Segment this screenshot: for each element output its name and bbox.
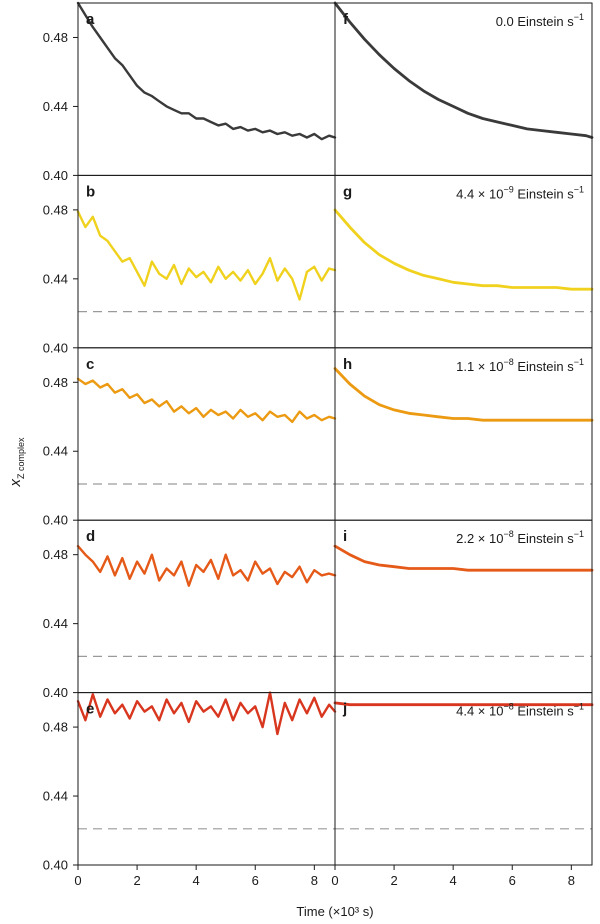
x-tick-label: 2 xyxy=(133,873,140,888)
experimental-series-e xyxy=(76,691,337,736)
rate-unit-exponent: −1 xyxy=(574,529,584,539)
rate-exponent: −8 xyxy=(503,529,513,539)
x-tick-label: 6 xyxy=(509,873,516,888)
rate-unit-exponent: −1 xyxy=(574,184,584,194)
rate-prefix: 4.4 × 10 xyxy=(456,186,503,201)
x-tick-label: 8 xyxy=(568,873,575,888)
y-tick-label: 0.48 xyxy=(43,202,68,217)
panel-frame-j xyxy=(334,692,593,866)
x-tick-label: 6 xyxy=(252,873,259,888)
panel-letter-c: c xyxy=(86,356,94,373)
rate-unit-exponent: −1 xyxy=(574,702,584,712)
panel-row-ej: e j 4.4 × 10−8 Einstein s−1 xyxy=(76,691,594,866)
y-axis-title: xZ complex xyxy=(7,437,26,488)
y-tick-label: 0.40 xyxy=(43,513,68,528)
panel-letter-j: j xyxy=(342,701,347,718)
rate-prefix: 1.1 × 10 xyxy=(456,359,503,374)
x-tick-label: 0 xyxy=(331,873,338,888)
rate-unit-exponent: −1 xyxy=(574,357,584,367)
y-axis-title-main: x xyxy=(7,479,24,488)
y-tick-label: 0.48 xyxy=(43,375,68,390)
model-series-j xyxy=(333,701,594,707)
y-tick-label: 0.44 xyxy=(43,271,68,286)
rate-exponent: −8 xyxy=(503,702,513,712)
rate-label-i: 2.2 × 10−8 Einstein s−1 xyxy=(456,529,584,546)
panel-letter-b: b xyxy=(86,183,95,200)
rate-label-j: 4.4 × 10−8 Einstein s−1 xyxy=(456,702,584,719)
experimental-series-d xyxy=(76,544,337,587)
rate-exponent: −8 xyxy=(503,357,513,367)
y-tick-label: 0.44 xyxy=(43,789,68,804)
y-tick-label: 0.40 xyxy=(43,685,68,700)
panel-frame-e xyxy=(77,692,336,866)
panel-row-ch: c h 1.1 × 10−8 Einstein s−1 xyxy=(76,347,594,521)
rate-exponent: −9 xyxy=(503,184,513,194)
panel-letter-d: d xyxy=(86,528,95,545)
rate-prefix: 4.4 × 10 xyxy=(456,704,503,719)
rate-label-h: 1.1 × 10−8 Einstein s−1 xyxy=(456,357,584,374)
rate-prefix: 2.2 × 10 xyxy=(456,531,503,546)
y-tick-label: 0.44 xyxy=(43,99,68,114)
experimental-series-a xyxy=(76,1,337,141)
x-tick-label: 2 xyxy=(390,873,397,888)
panel-row-af: a f 0.0 Einstein s−1 xyxy=(76,1,594,176)
panel-row-di: d i 2.2 × 10−8 Einstein s−1 xyxy=(76,519,594,694)
y-tick-label: 0.40 xyxy=(43,340,68,355)
y-tick-label: 0.40 xyxy=(43,168,68,183)
rate-unit: Einstein s xyxy=(514,704,574,719)
rate-unit: Einstein s xyxy=(514,359,574,374)
panel-letter-e: e xyxy=(86,701,94,718)
panel-frame-b xyxy=(77,174,336,349)
model-series-g xyxy=(333,208,594,291)
rate-unit: Einstein s xyxy=(514,186,574,201)
y-tick-label: 0.48 xyxy=(43,720,68,735)
panel-frame-c xyxy=(77,347,336,521)
experimental-series-b xyxy=(76,210,337,301)
rate-label-f: 0.0 Einstein s−1 xyxy=(496,12,584,29)
panel-letter-a: a xyxy=(86,11,95,28)
rate-unit-exponent: −1 xyxy=(574,12,584,22)
panel-letter-i: i xyxy=(343,528,347,545)
x-tick-label: 8 xyxy=(311,873,318,888)
experimental-series-c xyxy=(76,377,337,424)
panel-letter-g: g xyxy=(343,183,352,200)
panel-letter-h: h xyxy=(343,356,352,373)
y-tick-label: 0.40 xyxy=(43,858,68,873)
panel-row-bg: b g 4.4 × 10−9 Einstein s−1 xyxy=(76,174,594,349)
panel-frame-d xyxy=(77,519,336,694)
rate-unit: 0.0 Einstein s xyxy=(496,14,575,29)
x-tick-label: 0 xyxy=(74,873,81,888)
model-series-f xyxy=(333,1,594,139)
x-tick-label: 4 xyxy=(450,873,457,888)
x-tick-label: 4 xyxy=(193,873,200,888)
y-axis-title-sub: Z complex xyxy=(16,437,26,479)
axes-group: 0.40 0.44 0.48 0.40 0.44 0.48 0.40 0.44 0.48 0.40… xyxy=(43,30,575,888)
model-series-h xyxy=(333,367,594,422)
rate-unit: Einstein s xyxy=(514,531,574,546)
y-tick-label: 0.44 xyxy=(43,616,68,631)
rate-label-g: 4.4 × 10−9 Einstein s−1 xyxy=(456,184,584,201)
panel-letter-f: f xyxy=(343,11,349,28)
x-axis-title: Time (×10³ s) xyxy=(296,904,373,919)
y-tick-label: 0.48 xyxy=(43,547,68,562)
panel-frame-a xyxy=(77,2,336,176)
y-tick-label: 0.44 xyxy=(43,444,68,459)
model-series-i xyxy=(333,544,594,572)
panels-group: a f 0.0 Einstein s−1b g 4.4 × 10−9 Einstein … xyxy=(76,1,594,866)
y-tick-label: 0.48 xyxy=(43,30,68,45)
